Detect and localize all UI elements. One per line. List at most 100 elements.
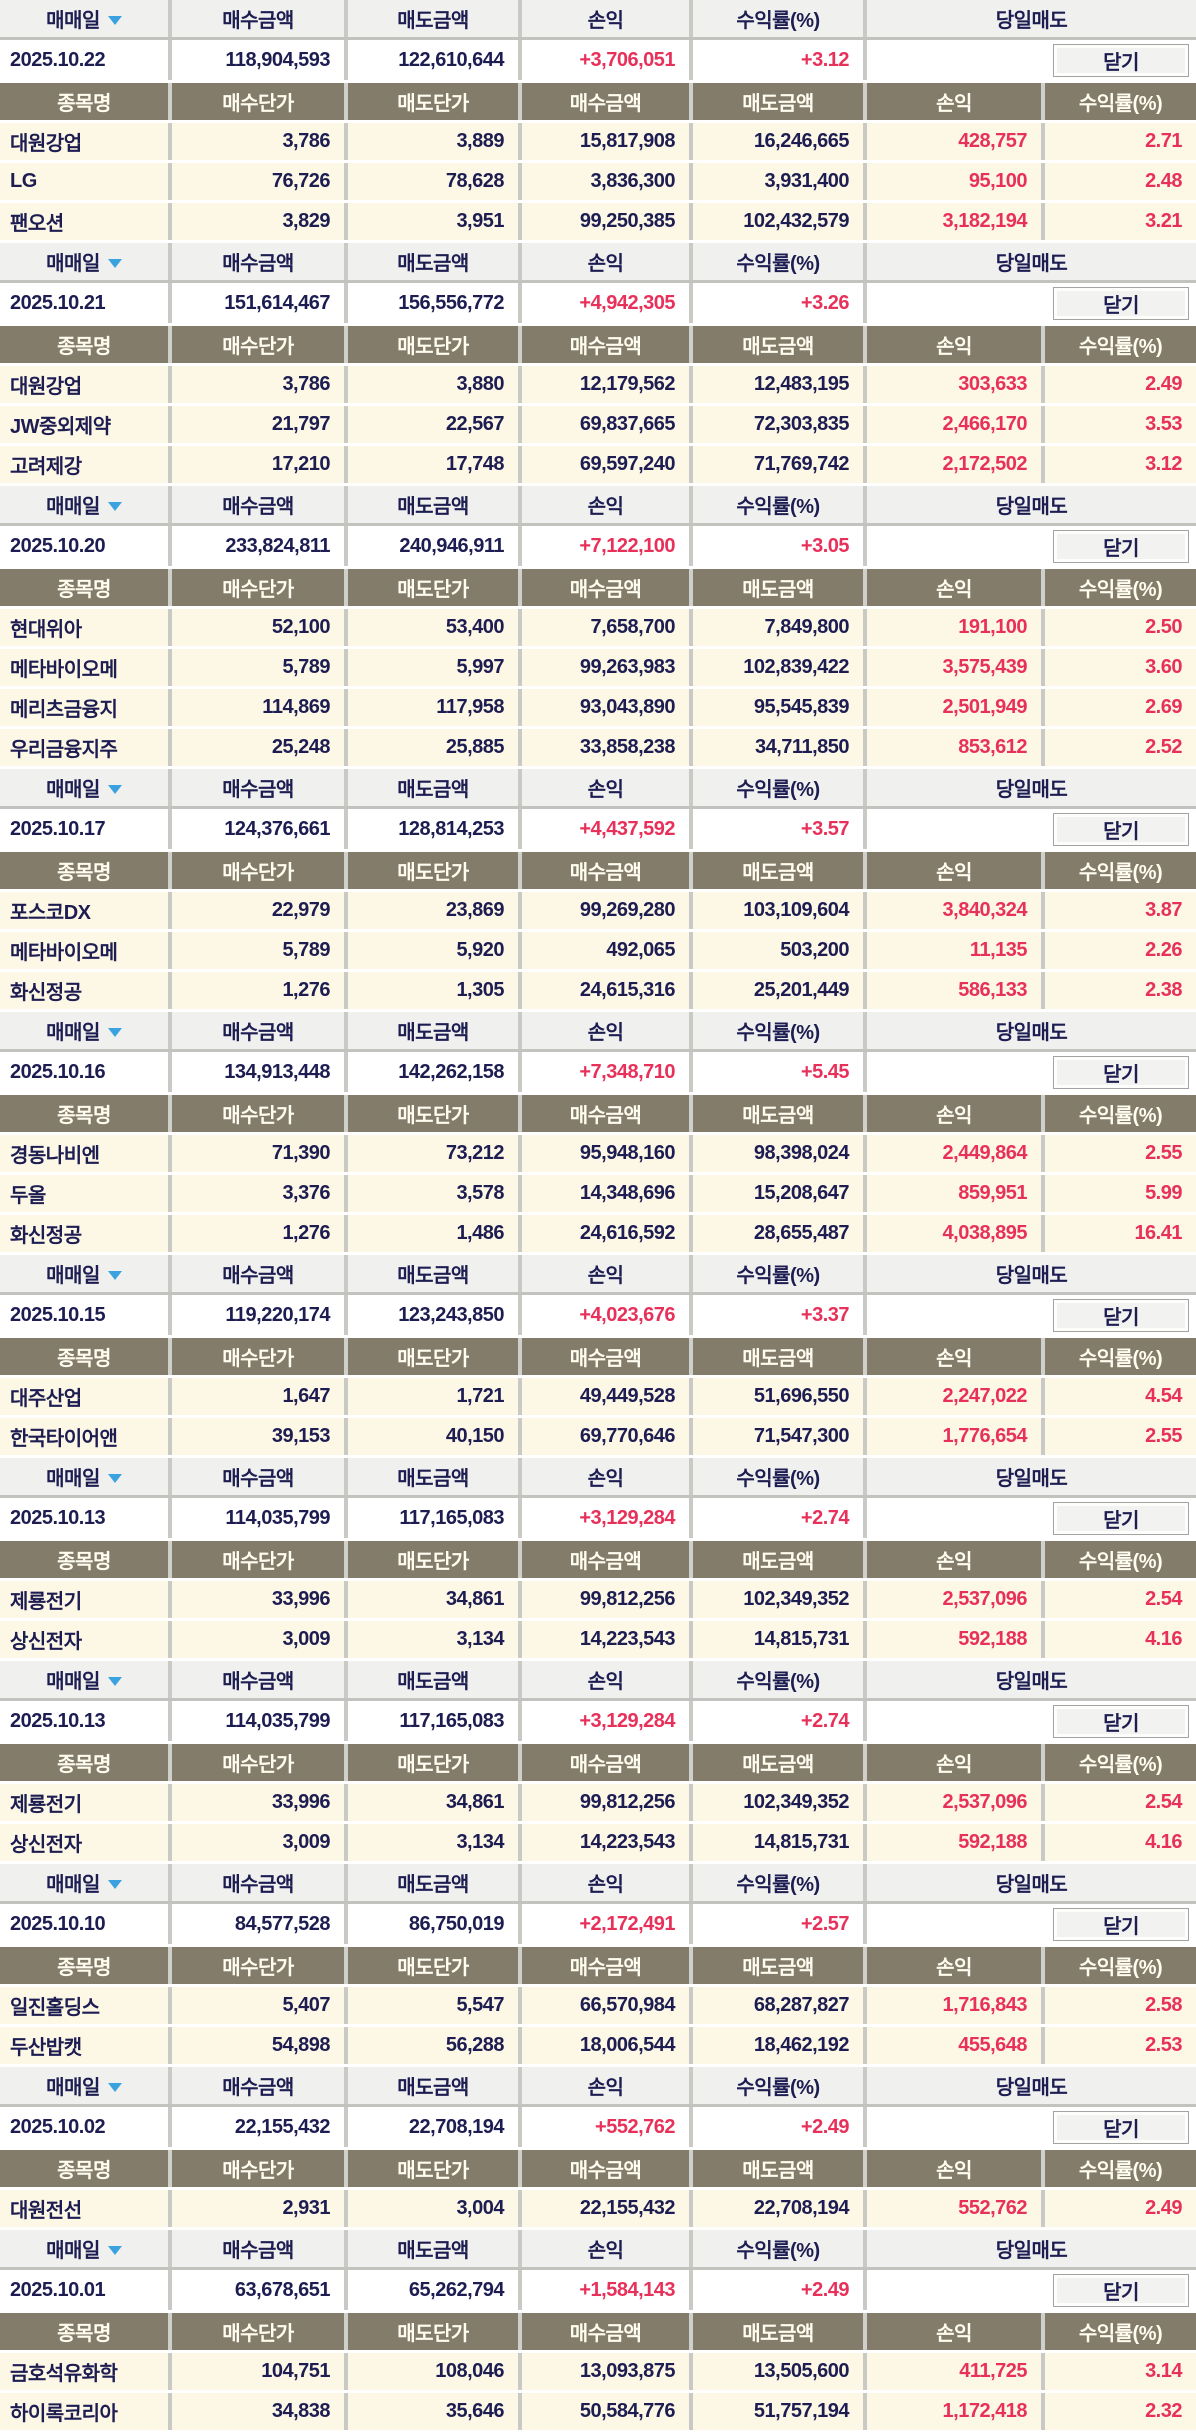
- stock-sell-amount: 71,769,742: [693, 446, 867, 483]
- trade-day-section: 매매일 매수금액 매도금액 손익 수익률(%) 당일매도 2025.10.02 …: [0, 2067, 1196, 2230]
- close-button[interactable]: 닫기: [1053, 529, 1189, 563]
- stock-name: 두올: [0, 1175, 172, 1212]
- sort-by-trade-date-header[interactable]: 매매일: [0, 1458, 172, 1495]
- sort-by-trade-date-header[interactable]: 매매일: [0, 0, 172, 37]
- stock-buy-amount: 13,093,875: [522, 2353, 693, 2390]
- day-profit-value: +3,129,284: [522, 1498, 693, 1538]
- stock-buy-amount-header: 매수금액: [522, 852, 693, 889]
- stock-buy-unit-price: 71,390: [172, 1135, 348, 1172]
- close-button[interactable]: 닫기: [1053, 1055, 1189, 1089]
- stock-return-rate: 3.12: [1145, 453, 1182, 475]
- close-button[interactable]: 닫기: [1053, 812, 1189, 846]
- close-button[interactable]: 닫기: [1053, 1501, 1189, 1535]
- sort-descending-icon: [107, 15, 122, 25]
- stock-name-header: 종목명: [0, 1744, 172, 1781]
- same-day-sell-header: 당일매도: [995, 1468, 1068, 1490]
- close-button[interactable]: 닫기: [1053, 1298, 1189, 1332]
- close-button[interactable]: 닫기: [1053, 1704, 1189, 1738]
- stock-sell-amount: 28,655,487: [693, 1215, 867, 1252]
- stock-sell-unit-price: 17,748: [348, 446, 522, 483]
- close-button[interactable]: 닫기: [1053, 2273, 1189, 2307]
- stock-sell-amount: 14,815,731: [693, 1824, 867, 1861]
- sell-amount-header: 매도금액: [348, 1661, 522, 1698]
- sort-by-trade-date-header[interactable]: 매매일: [0, 1864, 172, 1901]
- stock-name-header: 종목명: [0, 1541, 172, 1578]
- stock-profit: 552,762: [867, 2190, 1045, 2227]
- stock-buy-unit-price: 1,276: [172, 972, 348, 1009]
- stock-sell-amount: 102,349,352: [693, 1784, 867, 1821]
- stock-sell-unit-price: 1,721: [348, 1378, 522, 1415]
- trade-date-header-label: 매매일: [46, 1022, 100, 1044]
- sort-by-trade-date-header[interactable]: 매매일: [0, 243, 172, 280]
- stock-name: 제룡전기: [0, 1784, 172, 1821]
- stock-sell-amount: 102,349,352: [693, 1581, 867, 1618]
- stock-profit: 411,725: [867, 2353, 1045, 2390]
- close-button[interactable]: 닫기: [1053, 286, 1189, 320]
- buy-unit-price-header: 매수단가: [172, 326, 348, 363]
- trade-day-section: 매매일 매수금액 매도금액 손익 수익률(%) 당일매도 2025.10.20 …: [0, 486, 1196, 769]
- stock-sell-amount-header: 매도금액: [693, 1541, 867, 1578]
- date-summary-row: 2025.10.01 63,678,651 65,262,794 +1,584,…: [0, 2270, 1196, 2313]
- stock-buy-unit-price: 25,248: [172, 729, 348, 766]
- sort-by-trade-date-header[interactable]: 매매일: [0, 2230, 172, 2267]
- stock-sell-amount: 51,696,550: [693, 1378, 867, 1415]
- date-header-row: 매매일 매수금액 매도금액 손익 수익률(%) 당일매도: [0, 2067, 1196, 2107]
- sort-descending-icon: [107, 1270, 122, 1280]
- stock-return-rate: 2.26: [1145, 939, 1182, 961]
- day-profit-value: +1,584,143: [522, 2270, 693, 2310]
- stock-buy-unit-price: 21,797: [172, 406, 348, 443]
- stock-header-row: 종목명 매수단가 매도단가 매수금액 매도금액 손익 수익률(%): [0, 1947, 1196, 1987]
- stock-row: 상신전자 3,009 3,134 14,223,543 14,815,731 5…: [0, 1621, 1196, 1661]
- stock-header-row: 종목명 매수단가 매도단가 매수금액 매도금액 손익 수익률(%): [0, 1744, 1196, 1784]
- trade-date-value: 2025.10.21: [0, 283, 172, 323]
- stock-name: 포스코DX: [0, 892, 172, 929]
- stock-sell-amount: 3,931,400: [693, 163, 867, 200]
- stock-profit: 2,537,096: [867, 1581, 1045, 1618]
- date-summary-row: 2025.10.22 118,904,593 122,610,644 +3,70…: [0, 40, 1196, 83]
- date-header-row: 매매일 매수금액 매도금액 손익 수익률(%) 당일매도: [0, 1864, 1196, 1904]
- stock-name: LG: [0, 163, 172, 200]
- stock-profit-header: 손익: [867, 1541, 1045, 1578]
- date-summary-row: 2025.10.20 233,824,811 240,946,911 +7,12…: [0, 526, 1196, 569]
- close-button[interactable]: 닫기: [1053, 43, 1189, 77]
- profit-header: 손익: [522, 1661, 693, 1698]
- sort-by-trade-date-header[interactable]: 매매일: [0, 2067, 172, 2104]
- stock-name-header: 종목명: [0, 2313, 172, 2350]
- stock-profit: 3,840,324: [867, 892, 1045, 929]
- close-button[interactable]: 닫기: [1053, 1907, 1189, 1941]
- sort-by-trade-date-header[interactable]: 매매일: [0, 486, 172, 523]
- stock-profit: 2,247,022: [867, 1378, 1045, 1415]
- day-profit-value: +7,122,100: [522, 526, 693, 566]
- buy-unit-price-header: 매수단가: [172, 569, 348, 606]
- sort-by-trade-date-header[interactable]: 매매일: [0, 769, 172, 806]
- stock-row: 하이록코리아 34,838 35,646 50,584,776 51,757,1…: [0, 2393, 1196, 2433]
- trade-day-section: 매매일 매수금액 매도금액 손익 수익률(%) 당일매도 2025.10.01 …: [0, 2230, 1196, 2433]
- same-day-sell-header: 당일매도: [995, 1671, 1068, 1693]
- stock-return-rate: 3.60: [1145, 656, 1182, 678]
- stock-sell-unit-price: 56,288: [348, 2027, 522, 2064]
- sort-by-trade-date-header[interactable]: 매매일: [0, 1012, 172, 1049]
- trade-date-value: 2025.10.13: [0, 1701, 172, 1741]
- stock-buy-amount: 99,812,256: [522, 1784, 693, 1821]
- stock-name: 메타바이오메: [0, 649, 172, 686]
- stock-return-rate-header: 수익률(%): [1078, 1348, 1163, 1370]
- stock-profit: 592,188: [867, 1621, 1045, 1658]
- sort-descending-icon: [107, 1027, 122, 1037]
- stock-sell-amount: 22,708,194: [693, 2190, 867, 2227]
- stock-profit: 592,188: [867, 1824, 1045, 1861]
- stock-buy-amount-header: 매수금액: [522, 1947, 693, 1984]
- stock-sell-unit-price: 34,861: [348, 1581, 522, 1618]
- sort-by-trade-date-header[interactable]: 매매일: [0, 1255, 172, 1292]
- profit-header: 손익: [522, 1012, 693, 1049]
- sort-descending-icon: [107, 258, 122, 268]
- day-buy-amount-value: 118,904,593: [172, 40, 348, 80]
- stock-row: 고려제강 17,210 17,748 69,597,240 71,769,742…: [0, 446, 1196, 486]
- stock-header-row: 종목명 매수단가 매도단가 매수금액 매도금액 손익 수익률(%): [0, 2150, 1196, 2190]
- stock-buy-unit-price: 76,726: [172, 163, 348, 200]
- sort-by-trade-date-header[interactable]: 매매일: [0, 1661, 172, 1698]
- buy-unit-price-header: 매수단가: [172, 852, 348, 889]
- stock-sell-unit-price: 40,150: [348, 1418, 522, 1455]
- trade-day-section: 매매일 매수금액 매도금액 손익 수익률(%) 당일매도 2025.10.10 …: [0, 1864, 1196, 2067]
- stock-buy-unit-price: 17,210: [172, 446, 348, 483]
- close-button[interactable]: 닫기: [1053, 2110, 1189, 2144]
